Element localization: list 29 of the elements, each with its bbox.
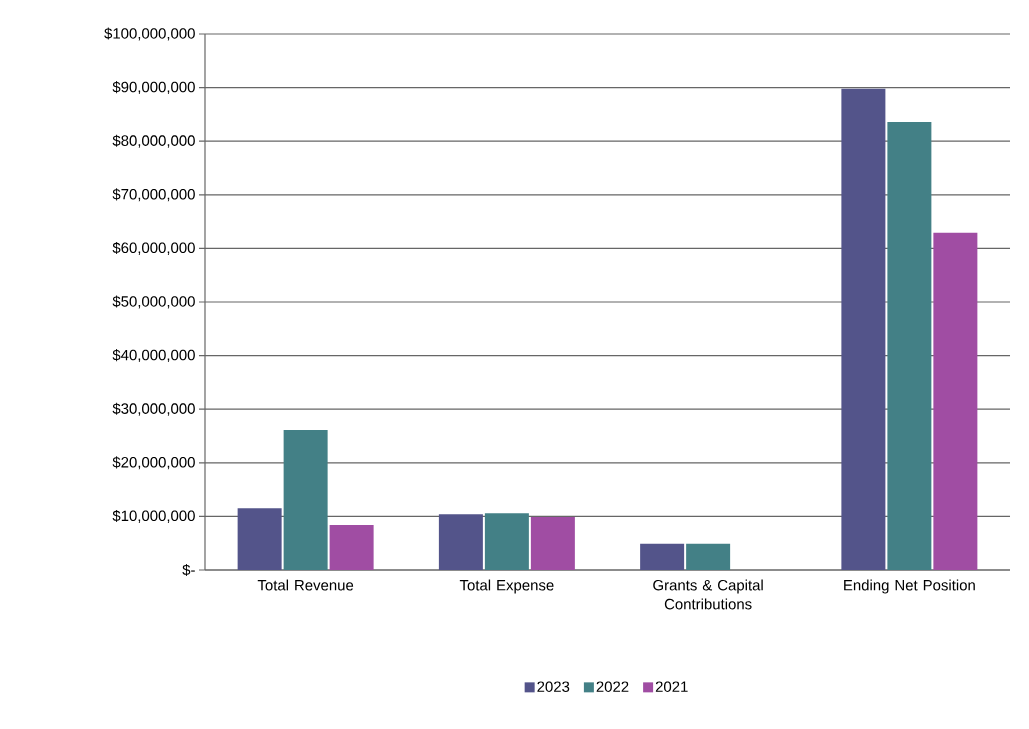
x-tick-label: Total Revenue [257, 579, 354, 591]
bar [640, 543, 685, 570]
bar [841, 88, 886, 570]
bar [484, 513, 529, 570]
y-tick-label: $40,000,000 [112, 349, 195, 363]
y-tick-label: $80,000,000 [112, 134, 195, 148]
y-tick-label: $- [182, 563, 195, 577]
bar [329, 524, 374, 570]
y-tick-label: $70,000,000 [112, 188, 195, 202]
bar [686, 543, 731, 570]
legend-label: 2023 [537, 681, 570, 692]
bar [530, 516, 575, 570]
bar [887, 121, 932, 570]
legend-label: 2022 [596, 681, 629, 692]
x-tick-label: Total Expense [459, 579, 554, 594]
y-tick-label: $100,000,000 [104, 27, 195, 41]
bar [438, 514, 483, 570]
legend-label: 2021 [655, 681, 688, 692]
x-tick-label: Ending Net Position [844, 579, 975, 594]
y-tick-label: $20,000,000 [112, 456, 195, 470]
y-tick-label: $30,000,000 [112, 402, 195, 416]
y-tick-label: $10,000,000 [112, 509, 195, 523]
bar [933, 232, 978, 570]
y-tick-label: $60,000,000 [112, 241, 195, 255]
bar [283, 430, 328, 570]
y-tick-label: $50,000,000 [112, 295, 195, 309]
y-tick-label: $90,000,000 [112, 81, 195, 95]
bar [237, 508, 282, 570]
x-tick-label: Grants & Capital Contributions [653, 579, 763, 610]
